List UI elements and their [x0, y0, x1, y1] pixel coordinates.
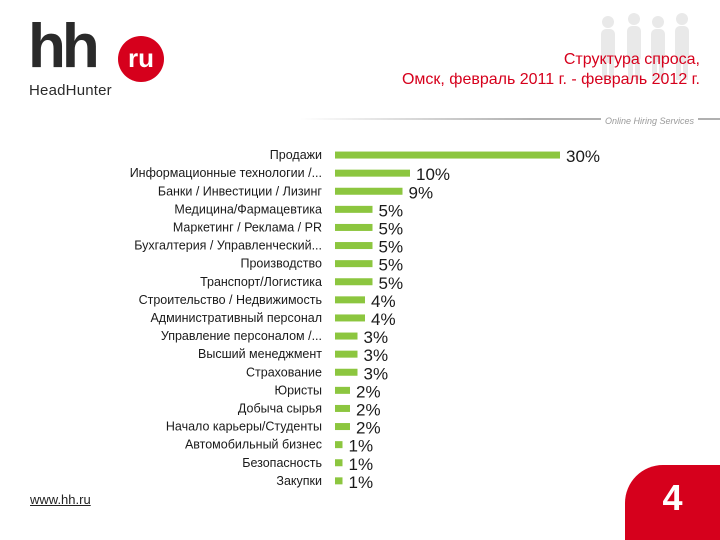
- bar: [335, 332, 358, 340]
- bar: [335, 205, 373, 213]
- value-label: 5%: [379, 201, 404, 220]
- value-label: 2%: [356, 419, 381, 438]
- title-line-1: Структура спроса,: [563, 51, 700, 68]
- category-label: Административный персонал: [150, 311, 322, 325]
- category-label: Автомобильный бизнес: [185, 438, 322, 452]
- footer-website-link[interactable]: www.hh.ru: [30, 492, 91, 507]
- value-label: 5%: [379, 274, 404, 293]
- people-silhouettes-icon: [601, 13, 689, 80]
- category-label: Маркетинг / Реклама / PR: [173, 220, 322, 234]
- bar: [335, 477, 343, 485]
- logo-hh-text: hh: [28, 12, 100, 81]
- tagline: Online Hiring Services: [600, 116, 698, 126]
- category-label: Медицина/Фармацевтика: [174, 202, 322, 216]
- headhunter-logo: hh ru HeadHunter: [28, 16, 178, 104]
- bar: [335, 350, 358, 358]
- bar: [335, 260, 373, 268]
- category-label: Добыча сырья: [238, 401, 322, 415]
- value-label: 1%: [349, 437, 374, 456]
- value-label: 3%: [364, 328, 389, 347]
- header-divider: [300, 118, 720, 120]
- bar: [335, 223, 373, 231]
- value-label: 3%: [364, 346, 389, 365]
- value-label: 5%: [379, 238, 404, 257]
- category-label: Транспорт/Логистика: [200, 275, 322, 289]
- value-label: 1%: [349, 473, 374, 492]
- category-label: Страхование: [246, 365, 322, 379]
- category-label: Бухгалтерия / Управленческий...: [134, 239, 322, 253]
- bar: [335, 314, 365, 322]
- chart-title: Структура спроса, Омск, февраль 2011 г. …: [402, 50, 700, 90]
- bar: [335, 169, 410, 177]
- category-label: Управление персоналом /...: [161, 329, 322, 343]
- category-label: Банки / Инвестиции / Лизинг: [158, 184, 323, 198]
- value-label: 4%: [371, 292, 396, 311]
- bar: [335, 151, 560, 159]
- category-label: Информационные технологии /...: [130, 166, 322, 180]
- bar: [335, 187, 403, 195]
- category-label: Производство: [240, 257, 322, 271]
- category-label: Безопасность: [242, 456, 322, 470]
- bar: [335, 459, 343, 467]
- page-number: 4: [662, 477, 683, 518]
- category-label: Начало карьеры/Студенты: [166, 420, 322, 434]
- category-label: Юристы: [274, 383, 322, 397]
- value-label: 1%: [349, 455, 374, 474]
- bar: [335, 423, 350, 431]
- title-line-2: Омск, февраль 2011 г. - февраль 2012 г.: [401, 71, 700, 88]
- bar: [335, 386, 350, 394]
- value-label: 5%: [379, 219, 404, 238]
- value-label: 9%: [409, 183, 434, 202]
- value-label: 3%: [364, 364, 389, 383]
- value-label: 30%: [566, 147, 600, 166]
- bar: [335, 404, 350, 412]
- value-label: 2%: [356, 400, 381, 419]
- logo-subtitle: HeadHunter: [29, 82, 112, 99]
- value-label: 10%: [416, 165, 450, 184]
- bar: [335, 242, 373, 250]
- bar: [335, 441, 343, 449]
- value-label: 2%: [356, 382, 381, 401]
- bar: [335, 368, 358, 376]
- bar: [335, 278, 373, 286]
- bar: [335, 296, 365, 304]
- value-label: 5%: [379, 256, 404, 275]
- value-label: 4%: [371, 310, 396, 329]
- category-label: Высший менеджмент: [198, 347, 322, 361]
- category-label: Продажи: [270, 148, 322, 162]
- page-number-tab: 4: [625, 465, 720, 540]
- category-label: Строительство / Недвижимость: [139, 293, 322, 307]
- logo-ru-badge: ru: [118, 36, 164, 82]
- category-label: Закупки: [276, 474, 322, 488]
